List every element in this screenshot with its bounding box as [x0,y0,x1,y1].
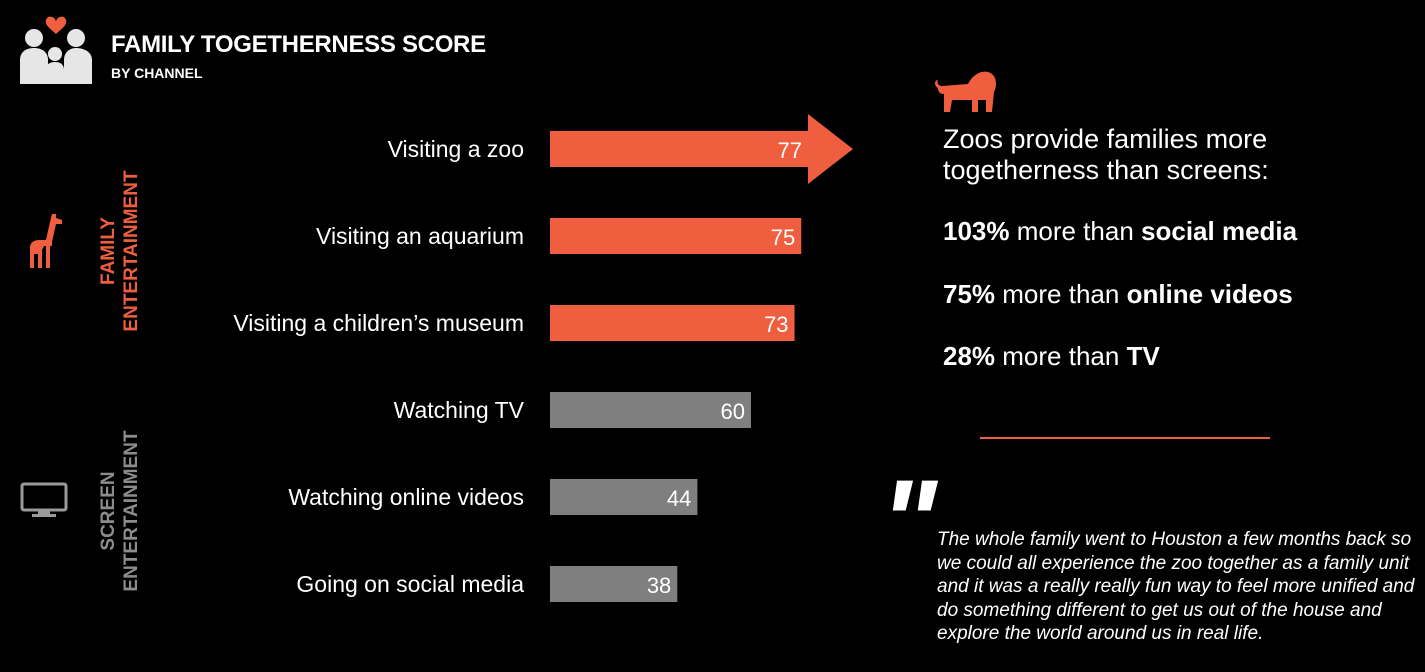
data-label: 75 [771,225,795,250]
bar [550,305,795,341]
bar-chart: Visiting a zoo 77 Visiting an aquarium 75 Vi… [233,114,853,602]
chart-subtitle: BY CHANNEL [111,65,203,81]
callout-headline: Zoos provide families more togetherness … [943,124,1269,185]
stat-tv: 28% more than TV [943,341,1160,371]
data-label: 44 [667,486,691,511]
category-label: Visiting an aquarium [316,223,524,249]
data-label: 60 [721,399,745,424]
data-label: 73 [764,312,788,337]
stat-online-videos: 75% more than online videos [943,279,1293,309]
lion-icon [935,71,996,112]
category-label: Watching online videos [288,484,524,510]
quote-mark: " [880,455,937,589]
family-heart-icon [20,16,92,84]
bar [550,218,802,254]
testimonial-quote: The whole family went to Houston a few m… [937,529,1415,644]
data-label: 38 [647,573,671,598]
divider [980,437,1270,439]
chart-title: FAMILY TOGETHERNESS SCORE [111,31,486,58]
category-label: Visiting a zoo [388,136,524,162]
bar [550,566,678,602]
category-label: Visiting a children’s museum [233,310,524,336]
stat-social-media: 103% more than social media [943,216,1298,246]
giraffe-icon [30,214,62,268]
tv-icon [20,482,68,517]
bar [550,479,698,515]
category-label: Watching TV [394,397,525,423]
category-label: Going on social media [296,571,524,597]
bar [550,392,751,428]
data-label: 77 [777,138,801,163]
bar-arrow [550,114,853,184]
